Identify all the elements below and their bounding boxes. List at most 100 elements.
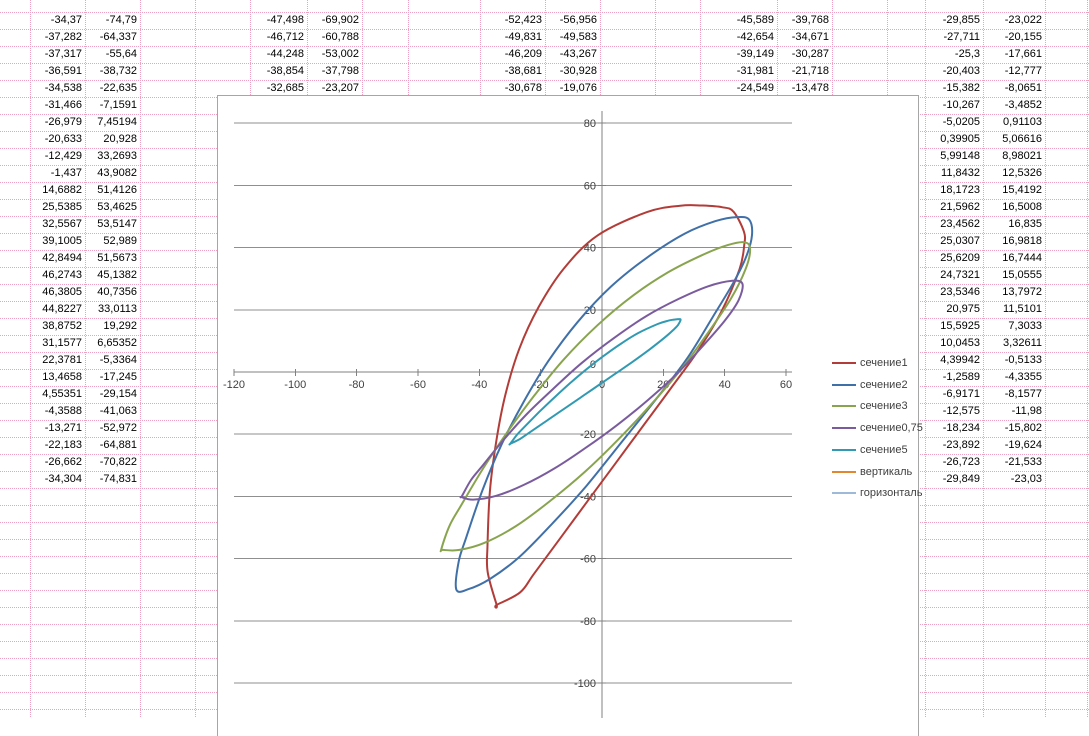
table-sechenie5-cell[interactable]: -29,855 (942, 14, 980, 26)
table-sechenie1-cell[interactable]: -26,662 (44, 456, 82, 468)
table-sechenie3-cell[interactable]: -49,583 (559, 31, 597, 43)
table-sechenie5-cell[interactable]: -23,022 (1004, 14, 1042, 26)
table-sechenie1-cell[interactable]: 51,4126 (97, 184, 137, 196)
table-sechenie3-cell[interactable]: -52,423 (504, 14, 542, 26)
table-sechenie1-cell[interactable]: 4,55351 (42, 388, 82, 400)
table-sechenie3-cell[interactable]: -43,267 (559, 48, 597, 60)
table-sechenie1-cell[interactable]: -31,466 (44, 99, 82, 111)
series-сечение1[interactable] (485, 204, 747, 609)
table-sechenie075-cell[interactable]: -30,287 (791, 48, 829, 60)
table-sechenie5-cell[interactable]: 24,7321 (940, 269, 980, 281)
table-sechenie2-cell[interactable]: -46,712 (266, 31, 304, 43)
table-sechenie1-cell[interactable]: 42,8494 (42, 252, 82, 264)
table-sechenie2-cell[interactable]: -69,902 (321, 14, 359, 26)
table-sechenie5-cell[interactable]: 16,835 (1008, 218, 1042, 230)
table-sechenie5-cell[interactable]: 10,0453 (940, 337, 980, 349)
table-sechenie5-cell[interactable]: 15,5925 (940, 320, 980, 332)
table-sechenie5-cell[interactable]: -23,03 (1010, 473, 1042, 485)
table-sechenie2-cell[interactable]: -47,498 (266, 14, 304, 26)
table-sechenie5-cell[interactable]: 25,0307 (940, 235, 980, 247)
table-sechenie1-cell[interactable]: -34,538 (44, 82, 82, 94)
table-sechenie1-cell[interactable]: 14,6882 (42, 184, 82, 196)
table-sechenie2-cell[interactable]: -37,798 (321, 65, 359, 77)
legend-entry[interactable]: горизонталь (832, 485, 922, 501)
embedded-chart-area[interactable]: 80 60 40 20 0 -20 -40 -60 -80 -100 -120 -100 -80 -60-… (217, 95, 923, 736)
table-sechenie1-cell[interactable]: 33,0113 (98, 303, 137, 315)
table-sechenie5-cell[interactable]: 12,5326 (1002, 167, 1042, 179)
table-sechenie1-cell[interactable]: -41,063 (99, 405, 137, 417)
table-sechenie1-cell[interactable]: 43,9082 (97, 167, 137, 179)
table-sechenie1-cell[interactable]: 45,1382 (97, 269, 137, 281)
table-sechenie1-cell[interactable]: 46,2743 (42, 269, 82, 281)
table-sechenie1-cell[interactable]: -37,317 (44, 48, 82, 60)
table-sechenie5-cell[interactable]: -6,9171 (942, 388, 980, 400)
series-сечение0,75[interactable] (459, 279, 744, 501)
table-sechenie1-cell[interactable]: -37,282 (44, 31, 82, 43)
table-sechenie1-cell[interactable]: -4,3588 (44, 405, 82, 417)
table-sechenie5-cell[interactable]: -27,711 (943, 31, 981, 43)
table-sechenie1-cell[interactable]: -52,972 (99, 422, 137, 434)
table-sechenie3-cell[interactable]: -46,209 (504, 48, 542, 60)
legend-entry[interactable]: сечение0,75 (832, 420, 923, 436)
table-sechenie1-cell[interactable]: -64,337 (99, 31, 137, 43)
table-sechenie1-cell[interactable]: -34,37 (50, 14, 82, 26)
table-sechenie5-cell[interactable]: -8,0651 (1004, 82, 1042, 94)
table-sechenie5-cell[interactable]: 11,8432 (941, 167, 980, 179)
table-sechenie1-cell[interactable]: 22,3781 (42, 354, 82, 366)
table-sechenie1-cell[interactable]: 13,4658 (42, 371, 82, 383)
legend-entry[interactable]: сечение3 (832, 398, 908, 414)
table-sechenie2-cell[interactable]: -32,685 (266, 82, 304, 94)
table-sechenie5-cell[interactable]: 15,4192 (1002, 184, 1042, 196)
table-sechenie2-cell[interactable]: -44,248 (266, 48, 304, 60)
table-sechenie5-cell[interactable]: 5,06616 (1002, 133, 1042, 145)
table-sechenie2-cell[interactable]: -60,788 (321, 31, 359, 43)
table-sechenie5-cell[interactable]: -29,849 (942, 473, 980, 485)
table-sechenie2-cell[interactable]: -38,854 (266, 65, 304, 77)
table-sechenie5-cell[interactable]: 21,5962 (940, 201, 980, 213)
table-sechenie5-cell[interactable]: 23,4562 (940, 218, 980, 230)
table-sechenie1-cell[interactable]: -64,881 (99, 439, 137, 451)
table-sechenie1-cell[interactable]: -29,154 (99, 388, 137, 400)
table-sechenie5-cell[interactable]: -4,3355 (1004, 371, 1042, 383)
series-сечение3[interactable] (439, 241, 752, 553)
table-sechenie1-cell[interactable]: 33,2693 (97, 150, 137, 162)
table-sechenie1-cell[interactable]: 53,5147 (97, 218, 137, 230)
table-sechenie5-cell[interactable]: 8,98021 (1002, 150, 1042, 162)
table-sechenie5-cell[interactable]: 16,5008 (1002, 201, 1042, 213)
table-sechenie3-cell[interactable]: -30,928 (559, 65, 597, 77)
table-sechenie5-cell[interactable]: 4,39942 (940, 354, 980, 366)
table-sechenie1-cell[interactable]: 20,928 (103, 133, 137, 145)
table-sechenie1-cell[interactable]: -22,635 (99, 82, 137, 94)
table-sechenie1-cell[interactable]: 7,45194 (97, 116, 137, 128)
table-sechenie5-cell[interactable]: 0,91103 (1003, 116, 1042, 128)
table-sechenie1-cell[interactable]: 19,292 (103, 320, 137, 332)
table-sechenie1-cell[interactable]: -1,437 (50, 167, 82, 179)
table-sechenie5-cell[interactable]: -23,892 (942, 439, 980, 451)
table-sechenie5-cell[interactable]: 18,1723 (940, 184, 980, 196)
table-sechenie1-cell[interactable]: 6,65352 (97, 337, 137, 349)
legend-entry[interactable]: сечение1 (832, 355, 908, 371)
legend-entry[interactable]: сечение2 (832, 377, 908, 393)
table-sechenie1-cell[interactable]: -74,79 (105, 14, 137, 26)
table-sechenie1-cell[interactable]: -5,3364 (99, 354, 137, 366)
table-sechenie5-cell[interactable]: 3,32611 (1003, 337, 1042, 349)
table-sechenie075-cell[interactable]: -31,981 (736, 65, 774, 77)
table-sechenie3-cell[interactable]: -30,678 (504, 82, 542, 94)
table-sechenie1-cell[interactable]: 51,5673 (97, 252, 137, 264)
table-sechenie5-cell[interactable]: -25,3 (954, 48, 980, 60)
table-sechenie5-cell[interactable]: -10,267 (942, 99, 980, 111)
table-sechenie1-cell[interactable]: 40,7356 (97, 286, 137, 298)
table-sechenie1-cell[interactable]: -55,64 (105, 48, 137, 60)
table-sechenie075-cell[interactable]: -21,718 (791, 65, 829, 77)
table-sechenie075-cell[interactable]: -45,589 (736, 14, 774, 26)
table-sechenie5-cell[interactable]: 11,5101 (1003, 303, 1042, 315)
table-sechenie2-cell[interactable]: -23,207 (321, 82, 359, 94)
series-сечение5[interactable] (508, 318, 682, 446)
table-sechenie5-cell[interactable]: 5,99148 (940, 150, 980, 162)
table-sechenie5-cell[interactable]: -21,533 (1004, 456, 1042, 468)
table-sechenie1-cell[interactable]: 46,3805 (42, 286, 82, 298)
table-sechenie1-cell[interactable]: -22,183 (44, 439, 82, 451)
table-sechenie5-cell[interactable]: -1,2589 (942, 371, 980, 383)
table-sechenie5-cell[interactable]: -19,624 (1004, 439, 1042, 451)
table-sechenie5-cell[interactable]: 23,5346 (940, 286, 980, 298)
